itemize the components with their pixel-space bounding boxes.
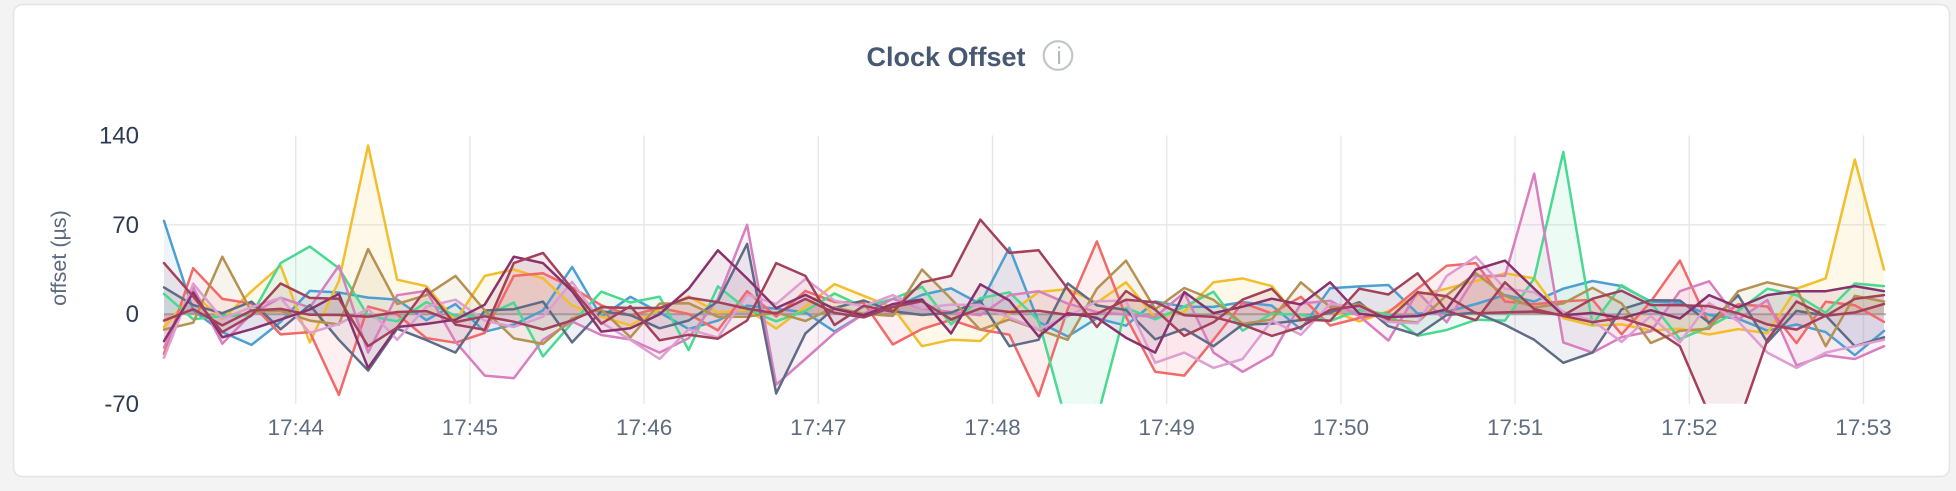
svg-text:17:48: 17:48 <box>964 415 1020 440</box>
svg-text:offset (µs): offset (µs) <box>47 210 71 306</box>
svg-text:17:45: 17:45 <box>442 415 498 440</box>
svg-text:17:44: 17:44 <box>268 415 324 440</box>
svg-text:140: 140 <box>99 123 139 150</box>
svg-text:0: 0 <box>126 301 139 328</box>
svg-text:Clock Offset: Clock Offset <box>866 42 1025 72</box>
svg-text:17:51: 17:51 <box>1487 415 1543 440</box>
svg-text:17:50: 17:50 <box>1313 415 1369 440</box>
svg-text:17:52: 17:52 <box>1661 415 1717 440</box>
svg-text:i: i <box>1056 43 1061 70</box>
svg-text:17:53: 17:53 <box>1835 415 1891 440</box>
svg-text:17:46: 17:46 <box>616 415 672 440</box>
svg-text:17:49: 17:49 <box>1139 415 1195 440</box>
svg-text:17:47: 17:47 <box>790 415 846 440</box>
svg-text:70: 70 <box>112 212 139 239</box>
svg-text:-70: -70 <box>104 391 139 418</box>
